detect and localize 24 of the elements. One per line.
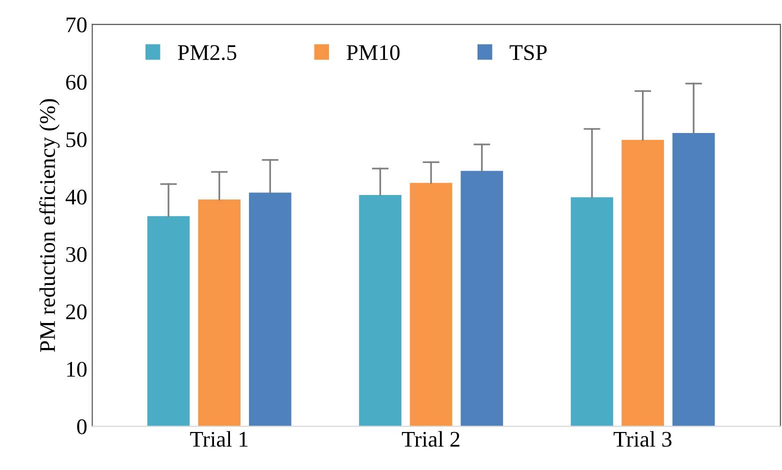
bar [460, 170, 504, 426]
y-axis-title: PM reduction efficiency (%) [39, 99, 60, 352]
y-tick-label: 10 [67, 362, 87, 377]
y-tick-label: 40 [66, 190, 87, 205]
legend-label: TSP [510, 45, 547, 60]
y-tick-label: 30 [66, 247, 87, 262]
bar [672, 132, 715, 426]
y-tick-label: 70 [66, 17, 87, 32]
bar [622, 140, 664, 426]
bar [410, 182, 452, 426]
y-tick-label: 50 [66, 132, 87, 148]
x-tick-label: Trial 1 [190, 431, 248, 447]
bar [248, 192, 292, 426]
bar [147, 216, 190, 426]
bar [198, 200, 240, 426]
x-tick-label: Trial 3 [614, 431, 672, 447]
x-tick-label: Trial 2 [402, 431, 460, 447]
legend-label: PM10 [346, 45, 400, 60]
y-tick-label: 20 [66, 304, 87, 320]
bar [570, 197, 614, 426]
legend-label: PM2.5 [178, 45, 236, 60]
bar [359, 194, 402, 426]
y-tick-label: 0 [77, 419, 87, 434]
y-tick-label: 60 [66, 74, 87, 90]
